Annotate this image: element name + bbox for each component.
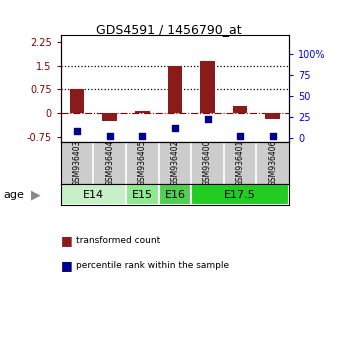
Point	[237, 133, 243, 139]
Text: GDS4591 / 1456790_at: GDS4591 / 1456790_at	[96, 23, 242, 36]
Bar	[70, 89, 84, 113]
Text: GSM936401: GSM936401	[236, 139, 245, 186]
Bar	[102, 113, 117, 121]
Bar	[191, 184, 289, 205]
Text: GSM936402: GSM936402	[170, 139, 179, 186]
Text: GSM936404: GSM936404	[105, 139, 114, 186]
Text: GSM936403: GSM936403	[73, 139, 82, 186]
Text: age: age	[3, 190, 24, 200]
Point	[140, 133, 145, 139]
Bar	[159, 184, 191, 205]
Text: transformed count: transformed count	[76, 236, 160, 245]
Text: E15: E15	[132, 190, 153, 200]
Bar	[200, 61, 215, 113]
Text: GSM936406: GSM936406	[268, 139, 277, 186]
Bar	[126, 184, 159, 205]
Text: E17.5: E17.5	[224, 190, 256, 200]
Bar	[265, 113, 280, 119]
Text: E14: E14	[83, 190, 104, 200]
Text: GSM936405: GSM936405	[138, 139, 147, 186]
Text: ■: ■	[61, 259, 73, 272]
Bar	[168, 66, 182, 113]
Text: ▶: ▶	[31, 188, 41, 201]
Bar	[233, 106, 247, 113]
Text: E16: E16	[164, 190, 186, 200]
Bar	[135, 112, 150, 113]
Bar	[61, 184, 126, 205]
Point	[270, 133, 275, 139]
Point	[205, 116, 210, 121]
Point	[74, 128, 80, 134]
Text: ■: ■	[61, 234, 73, 247]
Point	[107, 133, 113, 139]
Text: GSM936400: GSM936400	[203, 139, 212, 186]
Point	[172, 125, 178, 131]
Text: percentile rank within the sample: percentile rank within the sample	[76, 261, 229, 270]
